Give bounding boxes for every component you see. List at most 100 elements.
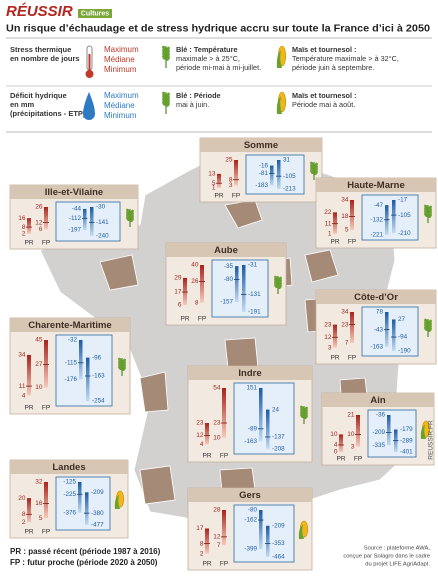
water-value: -225: [63, 491, 76, 498]
region-header: [316, 178, 436, 192]
region-name: Aube: [214, 245, 238, 256]
column-label: FP: [198, 316, 206, 323]
water-bar: [259, 510, 263, 550]
water-value: -163: [244, 438, 257, 445]
water-value: -289: [400, 437, 413, 444]
heat-value: 10: [35, 384, 43, 391]
region-header: [200, 138, 322, 152]
water-value: -162: [244, 517, 257, 524]
wheat-icon: [304, 414, 308, 420]
heat-bar: [183, 277, 187, 305]
heat-value: 16: [35, 500, 43, 507]
water-value: -43: [374, 326, 384, 333]
water-value: -176: [64, 376, 77, 383]
heat-value: 7: [345, 340, 349, 347]
region-name: Ille-et-Vilaine: [45, 187, 103, 198]
wheat-icon: [424, 212, 428, 218]
water-value: -163: [370, 344, 383, 351]
heat-value: 6: [39, 226, 43, 233]
heat-value: 18: [341, 213, 349, 220]
region-header: [166, 243, 286, 257]
column-label: PR: [24, 405, 33, 412]
water-bar: [242, 265, 246, 312]
water-value: -209: [372, 429, 385, 436]
heat-value: 5: [39, 515, 43, 522]
wheat-icon: [130, 217, 134, 223]
water-value: -112: [69, 215, 82, 222]
legend-level: Maximum: [104, 91, 139, 100]
heat-value: 10: [213, 434, 221, 441]
heat-value: 21: [347, 412, 355, 419]
column-label: FP: [42, 405, 50, 412]
source: Source : plateforme AWA,: [364, 546, 431, 552]
column-label: PR: [180, 316, 189, 323]
thermometer-icon: [88, 54, 91, 72]
wheat-icon: [424, 326, 428, 332]
heat-bar: [350, 200, 354, 230]
heat-bar: [217, 173, 221, 188]
heat-bar: [350, 312, 354, 343]
water-panel: [55, 201, 121, 242]
water-value: -254: [92, 398, 105, 405]
column-label: PR: [330, 239, 339, 246]
wheat-icon: [162, 101, 166, 106]
heat-value: 6: [178, 302, 182, 309]
water-panel: [55, 334, 113, 407]
heat-bar: [44, 207, 48, 230]
heat-value: 13: [208, 171, 216, 178]
column-label: FP: [42, 529, 50, 536]
region-name: Charente-Maritime: [28, 320, 111, 331]
column-label: FP: [220, 453, 228, 460]
heat-value: 16: [18, 215, 26, 222]
water-value: -190: [398, 348, 411, 355]
water-value: -399: [244, 546, 257, 553]
heat-bar: [205, 423, 209, 445]
wheat-icon: [162, 55, 166, 60]
heat-value: 4: [200, 441, 204, 448]
water-value: -105: [398, 212, 411, 219]
water-bar: [392, 319, 396, 351]
legend-corn: période juin à septembre.: [292, 63, 374, 72]
heat-value: 2: [200, 550, 204, 557]
water-bar: [83, 208, 87, 231]
wheat-icon: [166, 56, 170, 61]
heat-value: 12: [196, 432, 204, 439]
corn-icon: [276, 96, 282, 114]
water-value: -31: [248, 262, 258, 269]
water-bar: [277, 160, 281, 189]
heat-value: 5: [345, 227, 349, 234]
heat-value: 12: [35, 219, 43, 226]
water-value: -191: [248, 309, 261, 316]
heat-bar: [339, 434, 343, 452]
heat-value: 32: [35, 479, 43, 486]
heat-value: 45: [35, 337, 43, 344]
water-value: -131: [248, 291, 261, 298]
heat-value: 8: [200, 540, 204, 547]
water-panel: [361, 194, 419, 241]
column-label: PR: [202, 561, 211, 568]
column-label: FP: [232, 193, 240, 200]
water-value: -132: [370, 216, 383, 223]
heat-value: 8: [229, 176, 233, 183]
wheat-icon: [274, 283, 278, 289]
region-header: [10, 185, 138, 199]
water-value: -213: [283, 186, 296, 193]
water-value: -44: [72, 206, 82, 213]
water-panel: [211, 259, 269, 318]
water-value: -197: [68, 227, 81, 234]
water-value: -210: [398, 230, 411, 237]
heat-value: 1: [212, 185, 216, 192]
heat-value: 12: [213, 534, 221, 541]
water-value: -353: [272, 540, 285, 547]
water-bar: [259, 388, 263, 442]
column-label: PR: [24, 529, 33, 536]
heat-value: 22: [324, 209, 332, 216]
footnote: PR : passé récent (période 1987 à 2016): [10, 547, 161, 556]
legend-label: Stress thermique: [10, 45, 71, 54]
wheat-icon: [166, 102, 170, 107]
heat-value: 2: [22, 230, 26, 237]
wheat-icon: [314, 170, 318, 176]
water-value: -157: [220, 299, 233, 306]
heat-bar: [333, 324, 337, 348]
wheat-icon: [118, 365, 122, 371]
